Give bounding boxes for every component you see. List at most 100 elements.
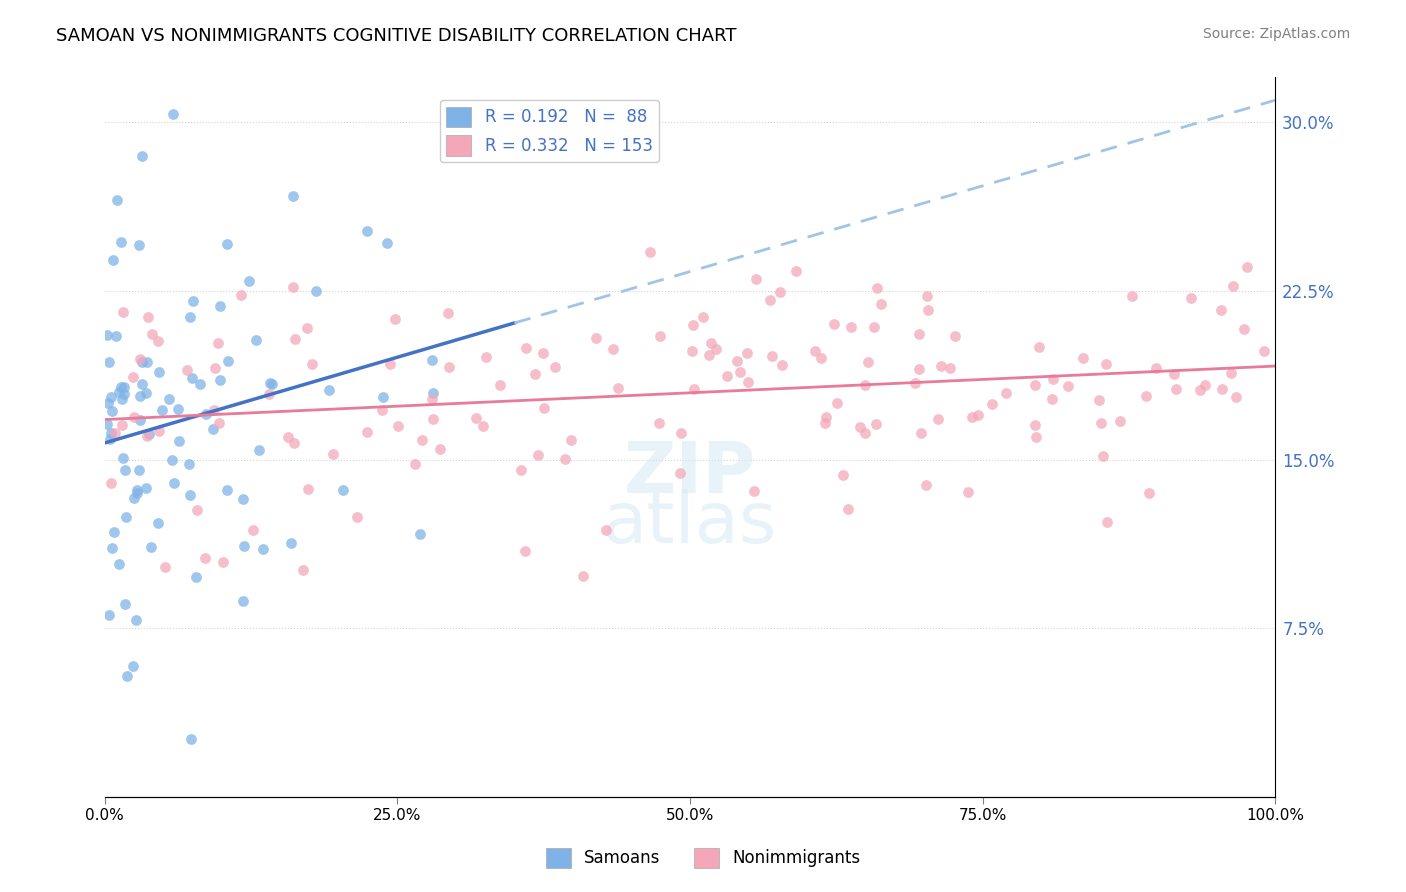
Point	[510, 463, 533, 477]
Point	[217, 483, 239, 497]
Point	[131, 355, 153, 369]
Point	[346, 509, 368, 524]
Point	[943, 328, 966, 343]
Point	[124, 491, 146, 506]
Point	[960, 409, 983, 424]
Legend: R = 0.192   N =  88, R = 0.332   N = 153: R = 0.192 N = 88, R = 0.332 N = 153	[440, 100, 659, 162]
Point	[682, 318, 704, 332]
Point	[1194, 378, 1216, 392]
Point	[100, 391, 122, 405]
Point	[1180, 291, 1202, 305]
Point	[167, 434, 190, 449]
Point	[420, 353, 443, 368]
Point	[232, 491, 254, 506]
Point	[439, 360, 461, 375]
Point	[499, 138, 522, 153]
Point	[332, 483, 354, 497]
Point	[110, 380, 132, 394]
Point	[150, 402, 173, 417]
Point	[560, 434, 582, 448]
Point	[1095, 357, 1118, 371]
Point	[124, 613, 146, 627]
Point	[304, 285, 326, 299]
Point	[139, 540, 162, 554]
Point	[292, 563, 315, 577]
Point	[297, 321, 319, 335]
Point	[1071, 351, 1094, 366]
Point	[125, 483, 148, 497]
Point	[257, 386, 280, 401]
Point	[1189, 383, 1212, 397]
Point	[124, 410, 146, 425]
Point	[716, 369, 738, 384]
Point	[585, 331, 607, 345]
Point	[531, 346, 554, 360]
Point	[111, 305, 134, 319]
Point	[162, 107, 184, 121]
Point	[1137, 486, 1160, 500]
Point	[1236, 260, 1258, 274]
Point	[1164, 382, 1187, 396]
Point	[135, 386, 157, 401]
Point	[1028, 340, 1050, 354]
Point	[761, 349, 783, 363]
Point	[865, 417, 887, 431]
Point	[527, 448, 550, 462]
Point	[915, 478, 938, 492]
Point	[135, 481, 157, 495]
Point	[252, 542, 274, 557]
Point	[384, 311, 406, 326]
Point	[682, 383, 704, 397]
Point	[814, 410, 837, 425]
Point	[136, 355, 159, 369]
Point	[409, 527, 432, 541]
Point	[602, 342, 624, 356]
Point	[229, 288, 252, 302]
Point	[803, 344, 825, 359]
Point	[1042, 372, 1064, 386]
Point	[110, 417, 132, 432]
Point	[284, 333, 307, 347]
Point	[471, 418, 494, 433]
Point	[1024, 418, 1046, 433]
Point	[163, 475, 186, 490]
Point	[669, 466, 692, 480]
Point	[297, 483, 319, 497]
Point	[125, 486, 148, 500]
Point	[980, 396, 1002, 410]
Point	[745, 272, 768, 286]
Point	[181, 370, 204, 384]
Point	[138, 310, 160, 324]
Point	[967, 409, 990, 423]
Point	[202, 403, 225, 417]
Point	[595, 523, 617, 537]
Point	[515, 341, 537, 355]
Point	[823, 317, 845, 331]
Point	[97, 396, 120, 410]
Point	[100, 476, 122, 491]
Point	[638, 245, 661, 260]
Point	[356, 425, 378, 439]
Point	[177, 457, 200, 471]
Point	[669, 426, 692, 441]
Point	[759, 293, 782, 307]
Point	[927, 412, 949, 426]
Point	[371, 390, 394, 404]
Text: Source: ZipAtlas.com: Source: ZipAtlas.com	[1202, 27, 1350, 41]
Point	[929, 359, 952, 373]
Point	[98, 355, 121, 369]
Point	[208, 299, 231, 313]
Point	[112, 451, 135, 466]
Point	[322, 447, 344, 461]
Point	[260, 376, 283, 391]
Point	[917, 302, 939, 317]
Point	[700, 335, 723, 350]
Point	[148, 366, 170, 380]
Point	[188, 376, 211, 391]
Point	[380, 357, 402, 371]
Point	[356, 223, 378, 237]
Point	[242, 523, 264, 537]
Point	[100, 426, 122, 441]
Point	[181, 293, 204, 308]
Point	[853, 426, 876, 441]
